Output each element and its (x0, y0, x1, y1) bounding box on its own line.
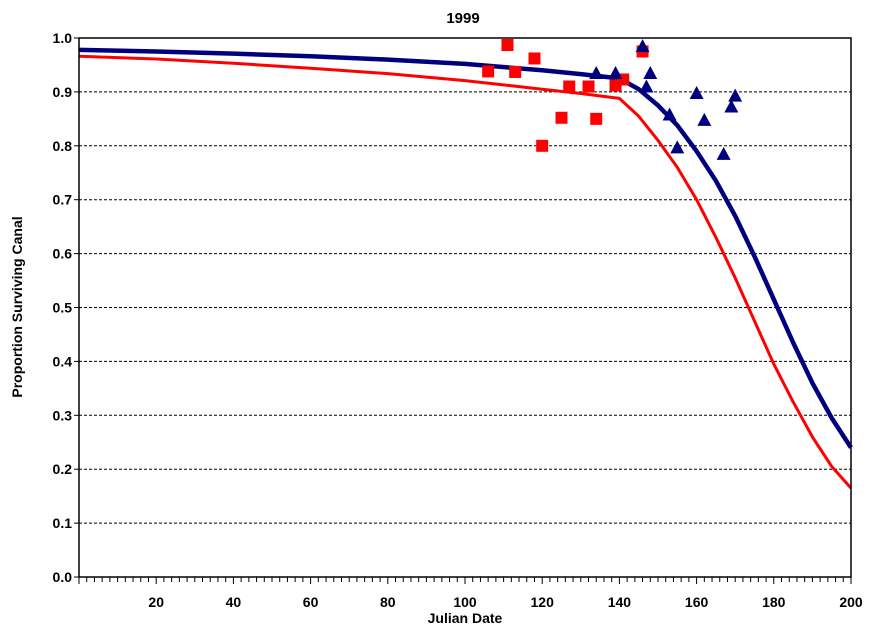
x-axis: 20 40 60 80 100 120 140 160 180 200 (78, 577, 863, 610)
y-tick-label: 0.6 (53, 246, 73, 262)
series-line-blue (78, 47, 853, 449)
chart-title: 1999 (446, 10, 479, 27)
y-tick-label: 0.8 (53, 138, 73, 154)
x-tick-label: 120 (531, 594, 555, 610)
y-tick-label: 0.2 (53, 461, 73, 477)
triangle-point (639, 79, 654, 93)
fitted-curves (78, 47, 853, 490)
square-point (536, 139, 549, 152)
triangle-point (689, 85, 704, 99)
triangle-point (643, 66, 658, 80)
triangle-point (662, 107, 677, 121)
square-point (528, 52, 541, 65)
triangle-point (724, 99, 739, 113)
y-axis: 0.0 0.1 0.2 0.3 0.4 0.5 0.6 0.7 0.8 0.9 1.0 (53, 30, 79, 585)
y-axis-label: Proportion Surviving Canal (9, 216, 25, 397)
x-tick-label: 200 (839, 594, 863, 610)
triangle-point (716, 146, 731, 160)
y-tick-label: 0.0 (53, 569, 73, 585)
y-tick-label: 0.7 (53, 192, 73, 208)
square-point (509, 65, 522, 78)
x-tick-label: 100 (453, 594, 477, 610)
y-tick-label: 0.3 (53, 407, 73, 423)
x-tick-label: 40 (226, 594, 242, 610)
gridlines (79, 91, 851, 524)
x-tick-label: 80 (380, 594, 396, 610)
triangle-point (670, 140, 685, 154)
x-tick-label: 60 (303, 594, 319, 610)
square-point (563, 80, 576, 93)
observed-points (482, 39, 743, 160)
y-tick-label: 0.4 (53, 353, 73, 369)
y-tick-label: 0.5 (53, 300, 73, 316)
triangle-point (635, 39, 650, 53)
triangle-point (608, 66, 623, 80)
triangle-point (697, 112, 712, 126)
x-tick-label: 20 (148, 594, 164, 610)
y-tick-label: 0.1 (53, 515, 73, 531)
square-point (582, 80, 595, 93)
y-tick-label: 0.9 (53, 84, 73, 100)
square-point (482, 65, 495, 78)
series-line-red (78, 54, 853, 490)
square-point (501, 39, 514, 52)
y-tick-label: 1.0 (53, 30, 73, 46)
triangle-point (728, 88, 743, 102)
square-point (555, 111, 568, 124)
x-tick-label: 180 (762, 594, 786, 610)
x-axis-label: Julian Date (428, 610, 503, 626)
triangle-point (589, 66, 604, 80)
square-point (590, 112, 603, 125)
x-tick-label: 140 (608, 594, 632, 610)
x-tick-label: 160 (685, 594, 709, 610)
